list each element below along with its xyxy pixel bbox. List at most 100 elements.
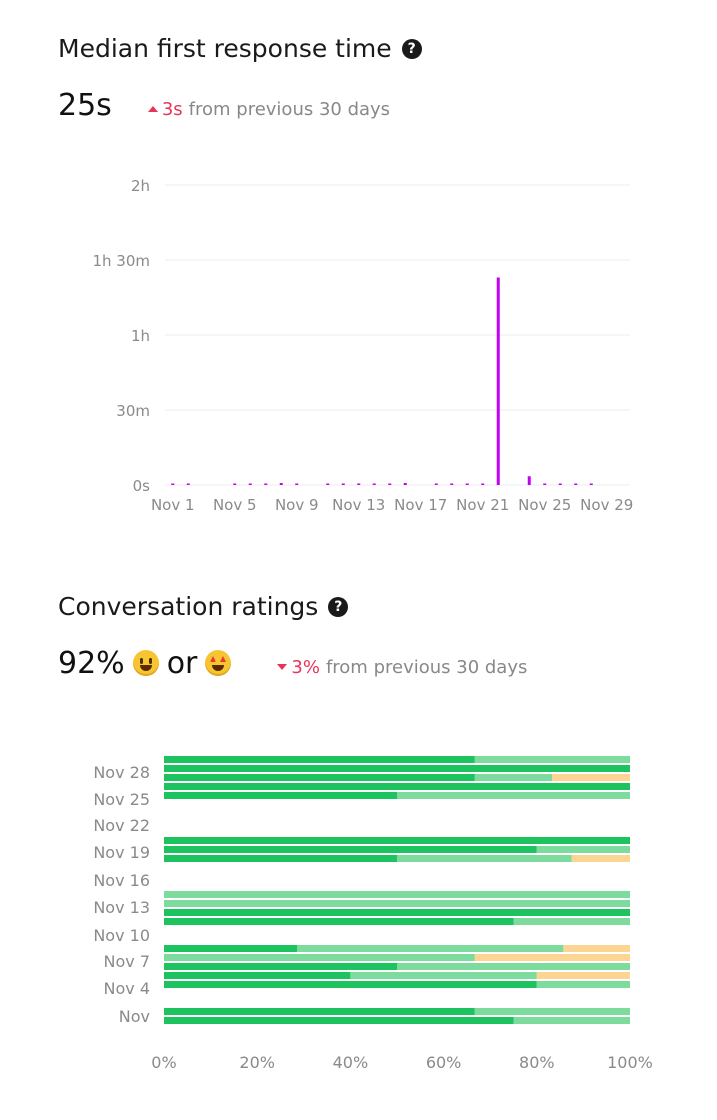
bar [341, 483, 345, 485]
triangle-down-icon [277, 664, 288, 670]
bar [186, 483, 190, 485]
bar [233, 483, 237, 485]
y-tick-label: Nov 28 [93, 763, 150, 782]
bar-segment-great [164, 774, 475, 781]
bar-segment-great [164, 792, 397, 799]
grinning-face-icon [132, 650, 159, 676]
bar-segment-great [164, 846, 537, 853]
bar [326, 483, 330, 485]
x-tick-label: 20% [239, 1053, 275, 1072]
ratings-or-text: or [166, 646, 198, 681]
bar-segment-ok [536, 972, 630, 979]
y-tick-label: 0s [133, 477, 151, 495]
ratings-delta-amount: 3% [291, 657, 320, 678]
bar-segment-good [474, 774, 553, 781]
ratings-chart: Nov 28 Nov 25 Nov 22 Nov 19 Nov 16 Nov 13 Nov … [93, 756, 653, 1072]
bar-segment-good [297, 945, 564, 952]
bar-segment-good [164, 891, 630, 898]
bar [372, 483, 376, 485]
bar-segment-great [164, 963, 397, 970]
x-tick-label: Nov 29 [580, 496, 633, 514]
ratings-title-text: Conversation ratings [58, 592, 319, 621]
y-tick-label: Nov 4 [104, 979, 151, 998]
y-tick-label: Nov 13 [93, 898, 150, 917]
bar [481, 483, 485, 485]
bar-segment-great [164, 981, 537, 988]
bar [574, 483, 578, 485]
y-tick-label: 1h 30m [92, 252, 150, 270]
response-time-metric: 25s 3s from previous 30 days [58, 88, 390, 123]
star-struck-face-icon [205, 650, 232, 676]
bar-segment-ok [571, 855, 630, 862]
response-time-delta: 3s from previous 30 days [147, 99, 391, 120]
x-tick-label: Nov 9 [275, 496, 319, 514]
bar-segment-great [164, 1017, 514, 1024]
bar [450, 483, 454, 485]
ratings-value: 92% [58, 646, 125, 681]
y-tick-label: Nov 22 [93, 816, 150, 835]
x-tick-label: Nov 1 [151, 496, 195, 514]
bar-segment-great [164, 765, 630, 772]
bar [496, 277, 500, 485]
bar-segment-ok [563, 945, 630, 952]
x-tick-label: 100% [607, 1053, 653, 1072]
response-time-delta-text: from previous 30 days [188, 99, 391, 120]
bar-segment-good [397, 963, 630, 970]
bar-segment-good [474, 756, 630, 763]
bar-segment-great [164, 945, 298, 952]
bar-segment-good [536, 981, 630, 988]
y-tick-label: 1h [131, 327, 150, 345]
y-tick-label: Nov 7 [104, 952, 151, 971]
y-tick-label: Nov 19 [93, 843, 150, 862]
bar-segment-good [536, 846, 630, 853]
triangle-up-icon [147, 106, 158, 112]
x-tick-label: 0% [151, 1053, 176, 1072]
bar-segment-good [164, 954, 475, 961]
bar-segment-good [397, 855, 572, 862]
bar [527, 476, 531, 485]
y-tick-label: 30m [116, 402, 150, 420]
ratings-title: Conversation ratings ? [58, 592, 349, 621]
bar-segment-good [513, 918, 630, 925]
bar [357, 483, 361, 485]
ratings-metric: 92% or 3% from previous 30 days [58, 646, 527, 681]
response-time-title: Median first response time ? [58, 34, 422, 63]
question-circle-icon[interactable]: ? [401, 38, 422, 59]
bar [543, 483, 547, 485]
bar [279, 483, 283, 485]
question-circle-icon[interactable]: ? [328, 596, 349, 617]
bar-segment-great [164, 972, 351, 979]
bar-segment-ok [474, 954, 630, 961]
response-time-delta-amount: 3s [161, 99, 183, 120]
y-tick-label: 2h [131, 177, 150, 195]
bar-segment-good [397, 792, 630, 799]
x-tick-label: 60% [426, 1053, 462, 1072]
bar-segment-great [164, 756, 475, 763]
x-tick-label: 40% [333, 1053, 369, 1072]
bar-segment-great [164, 837, 630, 844]
bar-segment-great [164, 783, 630, 790]
bar [434, 483, 438, 485]
x-tick-label: Nov 5 [213, 496, 257, 514]
ratings-delta-text: from previous 30 days [325, 657, 528, 678]
response-time-title-text: Median first response time [58, 34, 392, 63]
bar-segment-ok [552, 774, 630, 781]
bar-segment-good [164, 900, 630, 907]
response-time-chart: 0s 30m 1h 1h 30m 2h Nov 1 Nov 5 Nov 9 Nov 13 Nov … [92, 177, 633, 514]
bar-segment-great [164, 918, 514, 925]
x-tick-label: 80% [519, 1053, 555, 1072]
bar-segment-great [164, 1008, 475, 1015]
bar [558, 483, 562, 485]
bar-segment-good [350, 972, 537, 979]
y-tick-label: Nov 16 [93, 871, 150, 890]
bar-segment-great [164, 909, 630, 916]
y-tick-label: Nov [119, 1007, 150, 1026]
x-tick-label: Nov 21 [456, 496, 509, 514]
x-tick-label: Nov 13 [332, 496, 385, 514]
bar-segment-good [513, 1017, 630, 1024]
bar [264, 483, 268, 485]
bar [295, 483, 299, 485]
bar [388, 483, 392, 485]
bar-segment-great [164, 855, 397, 862]
bar-segment-good [474, 1008, 630, 1015]
